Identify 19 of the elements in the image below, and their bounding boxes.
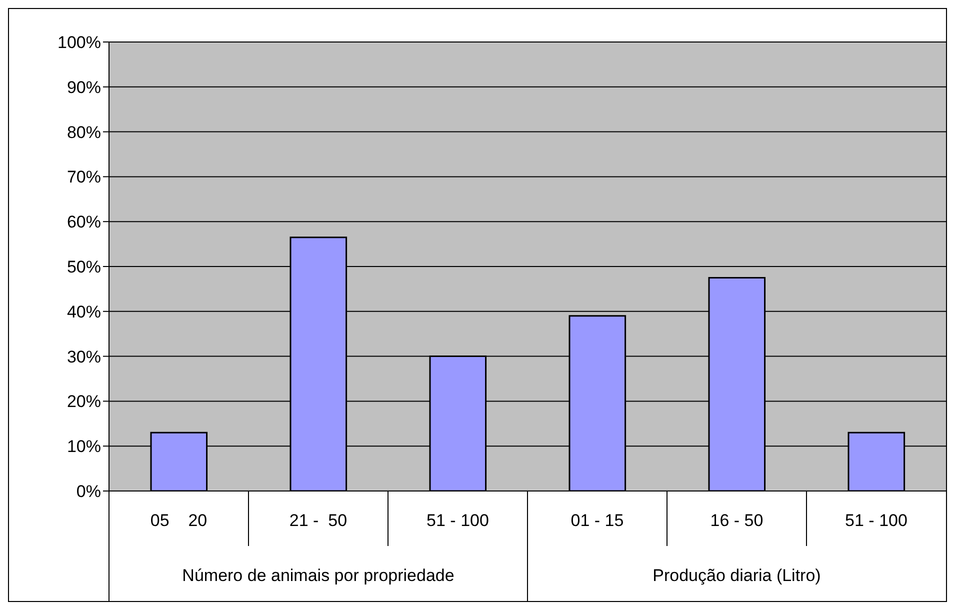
text: Número de animais por propriedade (182, 566, 454, 585)
y-tick-label: 0% (76, 482, 101, 502)
y-tick-label: 60% (66, 212, 101, 232)
x-tick-label: 01 - 15 (570, 511, 624, 530)
x-tick-label: 21 - 50 (289, 511, 348, 530)
y-tick-label: 30% (66, 347, 101, 366)
y-tick-label: 70% (66, 168, 101, 187)
x-tick-label: 51 - 100 (845, 511, 908, 530)
y-tick-label: 10% (66, 437, 101, 456)
x-tick-label: 51 - 100 (426, 511, 489, 530)
y-tick-label: 90% (66, 78, 101, 97)
y-tick-label: 100% (58, 33, 101, 52)
x-tick-label: 16 - 50 (710, 511, 764, 530)
text: Produção diaria (Litro) (652, 566, 821, 585)
x-tick-label: 05 20 (150, 511, 208, 530)
y-tick-label: 20% (66, 392, 101, 412)
y-tick-label: 80% (66, 122, 101, 142)
y-tick-label: 50% (66, 258, 101, 277)
y-tick-label: 40% (66, 302, 101, 322)
